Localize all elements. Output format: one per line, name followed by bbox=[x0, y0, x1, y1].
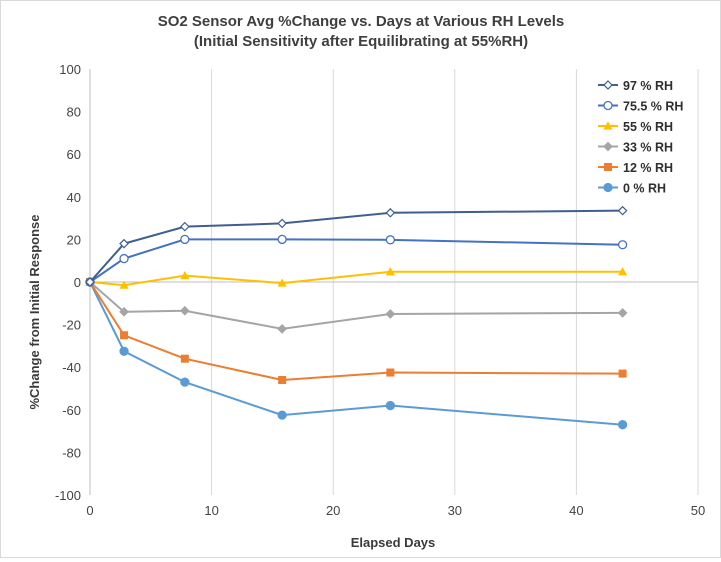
data-point bbox=[179, 221, 190, 232]
data-point bbox=[385, 235, 396, 245]
legend-marker bbox=[603, 121, 613, 130]
data-point bbox=[85, 277, 95, 287]
data-point bbox=[120, 331, 129, 340]
data-point bbox=[617, 240, 628, 250]
series-line bbox=[89, 281, 623, 330]
data-point bbox=[617, 205, 628, 216]
series-12-rh bbox=[86, 278, 627, 384]
series-line bbox=[89, 281, 623, 381]
series-97-rh bbox=[85, 205, 628, 287]
chart-subtitle: (Initial Sensitivity after Equilibrating… bbox=[194, 33, 528, 50]
x-axis-title: Elapsed Days bbox=[351, 535, 436, 550]
data-point bbox=[180, 354, 189, 363]
data-point bbox=[119, 253, 129, 264]
data-point bbox=[277, 278, 287, 287]
data-point bbox=[386, 368, 395, 377]
x-tick-label: 20 bbox=[326, 503, 340, 518]
data-point bbox=[617, 308, 628, 318]
data-point bbox=[385, 400, 396, 411]
legend-marker bbox=[603, 80, 613, 90]
y-axis-title: %Change from Initial Response bbox=[27, 214, 42, 409]
series-line bbox=[89, 238, 623, 283]
legend-entry: 55 % RH bbox=[598, 120, 673, 134]
y-tick-label: -60 bbox=[62, 403, 81, 418]
data-point bbox=[119, 346, 129, 356]
data-point bbox=[617, 420, 628, 430]
legend-entry: 33 % RH bbox=[598, 141, 673, 155]
legend-marker bbox=[603, 182, 613, 193]
series-layer bbox=[85, 205, 628, 430]
y-tick-label: -100 bbox=[55, 488, 81, 503]
legend-marker bbox=[604, 163, 612, 171]
y-tick-label: 20 bbox=[67, 232, 81, 247]
y-tick-label: -40 bbox=[62, 360, 81, 375]
x-tick-label: 30 bbox=[448, 503, 462, 518]
data-point bbox=[277, 218, 287, 229]
y-tick-label: 0 bbox=[74, 275, 81, 290]
legend-entry: 0 % RH bbox=[598, 182, 666, 196]
axes-layer: 0 10 20 30 40 50 100 80 60 40 20 0 -20 -40 -60 -80 -100 bbox=[55, 62, 705, 518]
legend-label: 0 % RH bbox=[623, 182, 666, 196]
legend-entry: 75.5 % RH bbox=[598, 100, 683, 114]
series-33-rh bbox=[85, 277, 628, 334]
y-tick-label: 80 bbox=[67, 105, 81, 120]
legend-marker bbox=[603, 141, 613, 152]
data-point bbox=[179, 305, 190, 316]
data-point bbox=[385, 207, 396, 218]
y-tick-label: -20 bbox=[62, 318, 81, 333]
series-line bbox=[89, 281, 623, 426]
series-line bbox=[89, 209, 623, 283]
legend-label: 12 % RH bbox=[623, 161, 673, 175]
y-tick-label: 40 bbox=[67, 190, 81, 205]
data-point bbox=[385, 309, 396, 319]
legend: 97 % RH 75.5 % RH 55 % RH 33 % RH 12 % RH 0 %… bbox=[598, 79, 683, 196]
data-point bbox=[277, 234, 287, 245]
data-point bbox=[180, 377, 190, 387]
legend-entry: 97 % RH bbox=[598, 79, 673, 93]
legend-entry: 12 % RH bbox=[598, 161, 673, 175]
data-point bbox=[180, 234, 190, 245]
legend-label: 97 % RH bbox=[623, 79, 673, 93]
y-tick-label: 60 bbox=[67, 147, 81, 162]
x-tick-label: 40 bbox=[569, 503, 583, 518]
legend-label: 33 % RH bbox=[623, 141, 673, 155]
data-point bbox=[278, 375, 287, 384]
x-tick-label: 10 bbox=[204, 503, 218, 518]
data-point bbox=[618, 267, 628, 276]
series-0-rh bbox=[85, 277, 628, 430]
data-point bbox=[119, 306, 129, 317]
legend-label: 55 % RH bbox=[623, 120, 673, 134]
x-tick-label: 0 bbox=[86, 503, 93, 518]
chart-title: SO2 Sensor Avg %Change vs. Days at Vario… bbox=[158, 13, 565, 30]
data-point bbox=[119, 238, 129, 249]
data-point bbox=[385, 267, 395, 276]
y-tick-label: -80 bbox=[62, 445, 81, 460]
x-tick-label: 50 bbox=[691, 503, 705, 518]
data-point bbox=[618, 369, 627, 378]
legend-marker bbox=[603, 100, 613, 111]
legend-label: 75.5 % RH bbox=[623, 100, 683, 114]
data-point bbox=[277, 324, 287, 334]
data-point bbox=[180, 271, 190, 280]
data-point bbox=[119, 280, 129, 289]
series-55-rh bbox=[85, 267, 628, 289]
series-line bbox=[89, 270, 623, 287]
data-point bbox=[277, 410, 287, 420]
y-tick-label: 100 bbox=[59, 62, 81, 77]
